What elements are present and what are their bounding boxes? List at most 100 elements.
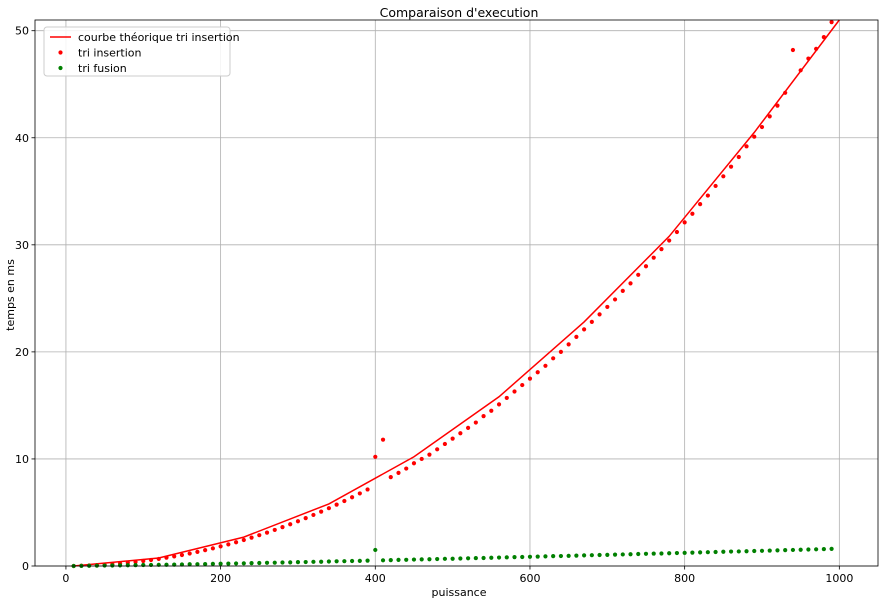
- insertion-sort-point: [334, 502, 339, 507]
- merge-sort-point: [257, 560, 262, 566]
- insertion-sort-point: [466, 425, 471, 430]
- legend-box: [43, 26, 231, 77]
- merge-sort-point: [698, 550, 703, 555]
- insertion-sort-point: [419, 456, 424, 462]
- insertion-sort-point: [195, 549, 200, 554]
- insertion-sort-point: [674, 229, 680, 235]
- y-tick-label: 20: [15, 346, 29, 359]
- merge-sort-point: [125, 563, 130, 568]
- merge-sort-point: [752, 548, 757, 554]
- insertion-sort-point: [566, 342, 571, 347]
- merge-sort-point: [419, 557, 424, 562]
- merge-sort-point: [829, 546, 834, 551]
- insertion-sort-point: [698, 202, 703, 207]
- insertion-sort-point: [450, 436, 455, 441]
- merge-sort-point: [759, 548, 765, 553]
- merge-sort-point: [667, 551, 672, 556]
- insertion-sort-point: [148, 557, 154, 563]
- insertion-sort-point: [667, 238, 672, 243]
- merge-sort-point: [380, 558, 386, 563]
- merge-sort-point: [303, 559, 308, 565]
- merge-sort-point: [427, 557, 432, 562]
- merge-sort-point: [674, 550, 680, 556]
- insertion-sort-point: [520, 382, 525, 388]
- insertion-sort-point: [473, 420, 478, 425]
- insertion-sort-point: [721, 174, 726, 179]
- insertion-sort-point: [605, 304, 610, 310]
- merge-sort-point: [527, 554, 533, 559]
- insertion-sort-point: [326, 506, 331, 511]
- insertion-sort-point: [396, 470, 401, 475]
- y-tick-label: 50: [15, 25, 29, 38]
- insertion-sort-point: [264, 530, 270, 535]
- merge-sort-point: [295, 560, 301, 565]
- insertion-sort-point: [311, 512, 316, 518]
- insertion-sort-point: [551, 356, 556, 361]
- merge-sort-point: [102, 563, 107, 568]
- merge-sort-point: [365, 558, 370, 563]
- insertion-sort-point: [257, 533, 262, 538]
- insertion-sort-point: [404, 466, 409, 471]
- legend: courbe théorique tri insertion tri insert…: [43, 26, 240, 77]
- insertion-sort-point: [179, 552, 185, 558]
- merge-sort-point: [721, 549, 726, 554]
- insertion-sort-point: [728, 164, 734, 169]
- insertion-sort-point: [783, 90, 788, 95]
- insertion-sort-point: [489, 408, 494, 413]
- insertion-sort-point: [651, 255, 656, 260]
- insertion-sort-point: [164, 555, 169, 560]
- merge-sort-point: [326, 559, 331, 564]
- merge-sort-point: [288, 560, 293, 565]
- y-tick-label: 30: [15, 239, 29, 252]
- merge-sort-point: [442, 556, 447, 561]
- merge-sort-point: [605, 552, 610, 557]
- insertion-sort-point: [357, 491, 362, 496]
- merge-sort-point: [744, 549, 749, 554]
- insertion-sort-point: [458, 431, 463, 436]
- insertion-sort-point: [690, 211, 695, 216]
- merge-sort-point: [489, 555, 494, 560]
- merge-sort-point: [728, 549, 734, 554]
- x-tick-label: 1000: [825, 572, 853, 585]
- merge-sort-point: [334, 559, 339, 564]
- insertion-sort-point: [303, 516, 308, 521]
- insertion-sort-point: [814, 46, 819, 52]
- legend-marker-swatch: [58, 50, 63, 55]
- insertion-sort-point: [380, 437, 386, 442]
- insertion-sort-point: [373, 454, 378, 459]
- merge-sort-point: [582, 553, 587, 558]
- merge-sort-point: [597, 552, 602, 558]
- insertion-sort-point: [349, 495, 355, 500]
- merge-sort-point: [612, 552, 618, 557]
- merge-sort-point: [806, 547, 811, 552]
- merge-sort-point: [450, 556, 455, 561]
- insertion-sort-point: [233, 540, 239, 545]
- insertion-sort-point: [736, 154, 741, 160]
- y-tick-label: 40: [15, 132, 29, 145]
- insertion-sort-point: [636, 272, 641, 277]
- legend-entry-label: courbe théorique tri insertion: [78, 31, 240, 44]
- insertion-sort-point: [288, 522, 293, 527]
- insertion-sort-point: [411, 461, 417, 466]
- insertion-sort-point: [172, 554, 177, 559]
- insertion-sort-point: [767, 114, 772, 119]
- merge-sort-point: [435, 556, 440, 562]
- merge-sort-point: [512, 555, 517, 560]
- insertion-sort-point: [705, 193, 710, 198]
- merge-sort-point: [411, 557, 417, 562]
- insertion-sort-point: [218, 544, 223, 549]
- y-tick-label: 0: [22, 560, 29, 573]
- insertion-sort-point: [342, 498, 347, 504]
- chart-title: Comparaison d'execution: [380, 5, 539, 20]
- merge-sort-point: [272, 560, 277, 565]
- legend-marker-swatch: [58, 65, 63, 71]
- x-tick-label: 200: [210, 572, 231, 585]
- y-axis-title: temps en ms: [4, 259, 17, 331]
- insertion-sort-point: [481, 414, 486, 419]
- insertion-sort-point: [133, 559, 138, 565]
- merge-sort-point: [690, 550, 695, 555]
- merge-sort-point: [775, 548, 780, 553]
- insertion-sort-point: [210, 546, 215, 551]
- insertion-sort-point: [388, 475, 393, 480]
